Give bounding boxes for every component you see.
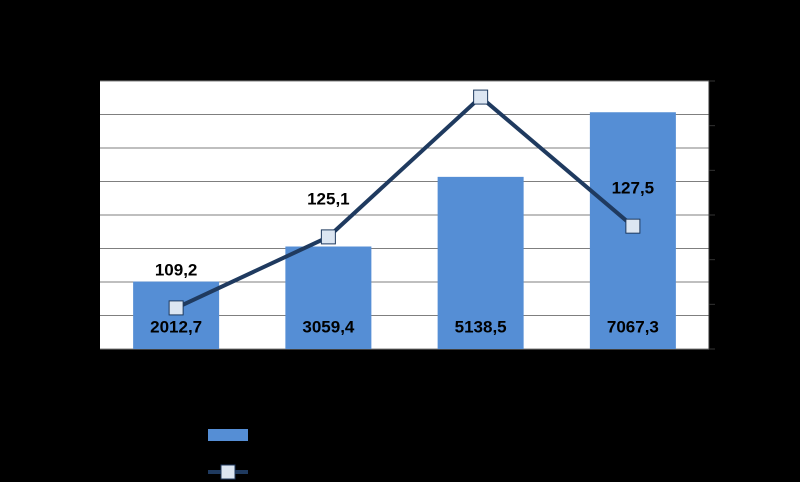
bar-label: 3059,4	[302, 317, 355, 336]
line-marker	[168, 300, 184, 316]
line-label: 109,2	[155, 260, 198, 279]
line-marker	[625, 218, 641, 234]
bar-label: 2012,7	[150, 317, 202, 336]
bar	[437, 176, 524, 349]
line-marker	[473, 89, 489, 105]
line-marker	[320, 229, 336, 245]
line-label: 125,1	[307, 189, 350, 208]
bar-label: 5138,5	[455, 317, 507, 336]
bar-label: 7067,3	[607, 317, 659, 336]
legend-marker	[220, 464, 236, 480]
line	[175, 94, 635, 310]
line-label: 127,5	[612, 179, 655, 198]
legend-bar	[208, 429, 248, 441]
bar	[285, 246, 372, 349]
